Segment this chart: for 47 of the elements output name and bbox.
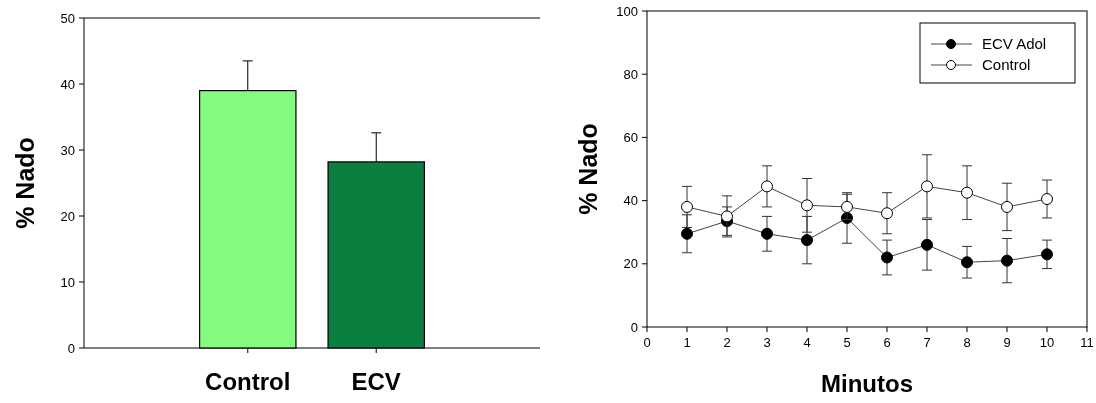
point [841,200,853,213]
point [1001,200,1013,213]
legend-label: ECV Adol [982,35,1047,53]
point [1041,248,1053,261]
point [881,207,893,220]
legend-label: Control [982,56,1031,74]
x-tick-label: 11 [1080,335,1094,350]
point [1041,193,1053,206]
point [801,234,813,247]
y-tick-label: 100 [616,3,638,19]
y-tick-label: 50 [60,10,75,26]
x-tick-label: 3 [763,335,771,350]
y-tick-label: 20 [623,256,638,272]
x-tick-label: 6 [883,335,891,350]
x-tick-label: 4 [803,335,811,350]
y-axis-title: % Nado [11,137,39,229]
y-tick-label: 10 [60,274,75,290]
x-tick-label: 5 [843,335,851,350]
x-tick-label: 2 [723,335,731,350]
y-tick-label: 30 [60,142,75,158]
point [1001,254,1013,267]
point [761,227,773,240]
y-tick-label: 60 [623,129,638,145]
point [921,180,933,193]
y-tick-label: 20 [60,208,75,224]
point [681,200,693,213]
x-tick-label: 7 [923,335,931,350]
y-tick-label: 40 [60,76,75,92]
point [801,199,813,212]
point [961,256,973,269]
point [721,210,733,223]
x-tick-label: 1 [683,335,691,350]
y-tick-label: 40 [623,193,638,209]
point [681,227,693,240]
point [961,186,973,199]
x-tick-label: ECV [351,368,401,395]
x-tick-label: 9 [1003,335,1011,350]
x-tick-label: 0 [643,335,651,350]
y-axis-title: % Nado [574,123,602,215]
x-axis-title: Minutos [821,370,913,397]
x-tick-label: 8 [963,335,971,350]
point [921,238,933,251]
point [881,251,893,264]
x-tick-label: 10 [1039,335,1055,350]
point [761,180,773,193]
y-tick-label: 0 [630,319,638,335]
y-tick-label: 80 [623,66,638,82]
